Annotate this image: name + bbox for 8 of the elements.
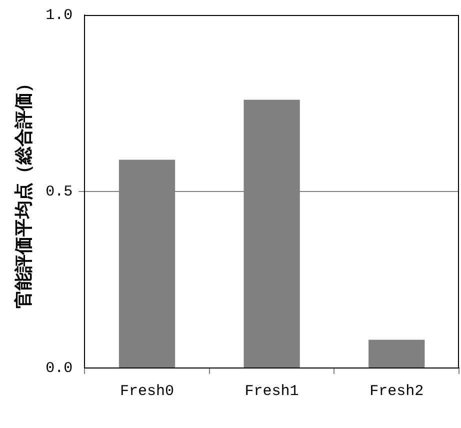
bar — [368, 340, 425, 368]
y-tick-label: 1.0 — [46, 6, 73, 24]
x-tick-label: Fresh2 — [370, 382, 424, 400]
y-tick-label: 0.5 — [46, 183, 73, 200]
x-tick-label: Fresh0 — [120, 382, 174, 400]
y-axis-title: 官能評価平均点（総合評価） — [13, 74, 34, 308]
x-tick-label: Fresh1 — [244, 382, 299, 400]
y-tick-label: 0.0 — [46, 360, 73, 377]
